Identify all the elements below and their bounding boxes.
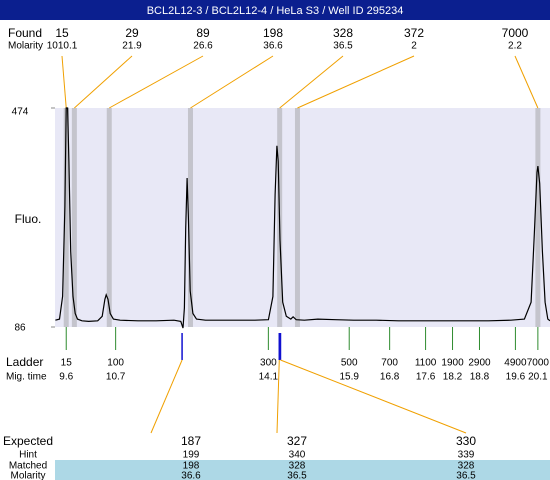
matched-band [55, 460, 550, 480]
ladder-time: 9.6 [59, 372, 73, 383]
ladder-size: 15 [61, 358, 73, 369]
matched-label: Matched [9, 461, 47, 472]
trace [55, 107, 550, 329]
molarity-label: Molarity [10, 471, 45, 480]
hint-size: 340 [289, 450, 306, 461]
plot-area [55, 108, 550, 327]
expected-leader [150, 359, 183, 434]
expected-size: 187 [181, 434, 201, 448]
y-axis-label: Fluo. [15, 212, 42, 226]
found-molarity: 21.9 [122, 41, 142, 52]
ladder-time: 18.8 [470, 372, 490, 383]
expected-label: Expected [3, 434, 53, 448]
molarity-label: Molarity [8, 41, 43, 52]
matched-molarity: 36.5 [287, 471, 307, 480]
peak-band [294, 108, 300, 327]
peak-leader [109, 55, 204, 109]
found-size: 372 [404, 26, 424, 40]
matched-size: 198 [183, 461, 200, 472]
peak-band [71, 108, 77, 327]
found-molarity: 36.6 [263, 41, 283, 52]
ladder-size: 300 [260, 358, 277, 369]
title-bar [0, 0, 550, 20]
peak-band [187, 108, 193, 327]
ladder-size: 7000 [527, 358, 550, 369]
peak-band [535, 108, 541, 327]
found-molarity: 36.5 [333, 41, 353, 52]
peak-band [63, 108, 69, 327]
ladder-time: 15.9 [339, 372, 359, 383]
ladder-time: 19.6 [506, 372, 526, 383]
expected-leader [276, 359, 280, 434]
found-molarity: 1010.1 [47, 41, 78, 52]
mig-time-label: Mig. time [6, 372, 47, 383]
found-size: 7000 [502, 26, 529, 40]
ladder-size: 1100 [415, 358, 437, 369]
matched-molarity: 36.5 [456, 471, 476, 480]
ladder-time: 20.1 [528, 372, 548, 383]
found-molarity: 26.6 [193, 41, 213, 52]
matched-molarity: 36.6 [181, 471, 201, 480]
hint-label: Hint [19, 450, 37, 461]
ladder-size: 2900 [468, 358, 491, 369]
hint-size: 339 [458, 450, 475, 461]
peak-band [106, 108, 112, 327]
found-size: 198 [263, 26, 283, 40]
found-size: 15 [55, 26, 69, 40]
ladder-size: 700 [381, 358, 398, 369]
found-molarity: 2 [411, 41, 417, 52]
found-label: Found [8, 26, 42, 40]
ladder-size: 4900 [504, 358, 527, 369]
matched-size: 328 [458, 461, 475, 472]
peak-leader [297, 55, 415, 109]
ladder-time: 14.1 [259, 372, 279, 383]
matched-size: 328 [289, 461, 306, 472]
y-tick-label: 474 [12, 107, 29, 118]
peak-leader [190, 55, 274, 109]
found-size: 89 [196, 26, 210, 40]
title: BCL2L12-3 / BCL2L12-4 / HeLa S3 / Well I… [147, 5, 404, 17]
expected-size: 327 [287, 434, 307, 448]
expected-leader [280, 359, 467, 434]
ladder-size: 100 [107, 358, 124, 369]
ladder-time: 10.7 [106, 372, 126, 383]
ladder-size: 1900 [441, 358, 464, 369]
found-size: 29 [125, 26, 139, 40]
found-size: 328 [333, 26, 353, 40]
peak-leader [74, 55, 133, 109]
expected-size: 330 [456, 434, 476, 448]
y-tick-label: 86 [14, 323, 26, 334]
hint-size: 199 [183, 450, 200, 461]
ladder-time: 16.8 [380, 372, 400, 383]
ladder-size: 500 [341, 358, 358, 369]
ladder-time: 17.6 [416, 372, 436, 383]
found-molarity: 2.2 [508, 41, 522, 52]
ladder-time: 18.2 [443, 372, 463, 383]
peak-leader [61, 55, 67, 109]
ladder-label: Ladder [6, 355, 43, 369]
peak-leader [279, 55, 344, 109]
peak-leader [514, 55, 539, 109]
